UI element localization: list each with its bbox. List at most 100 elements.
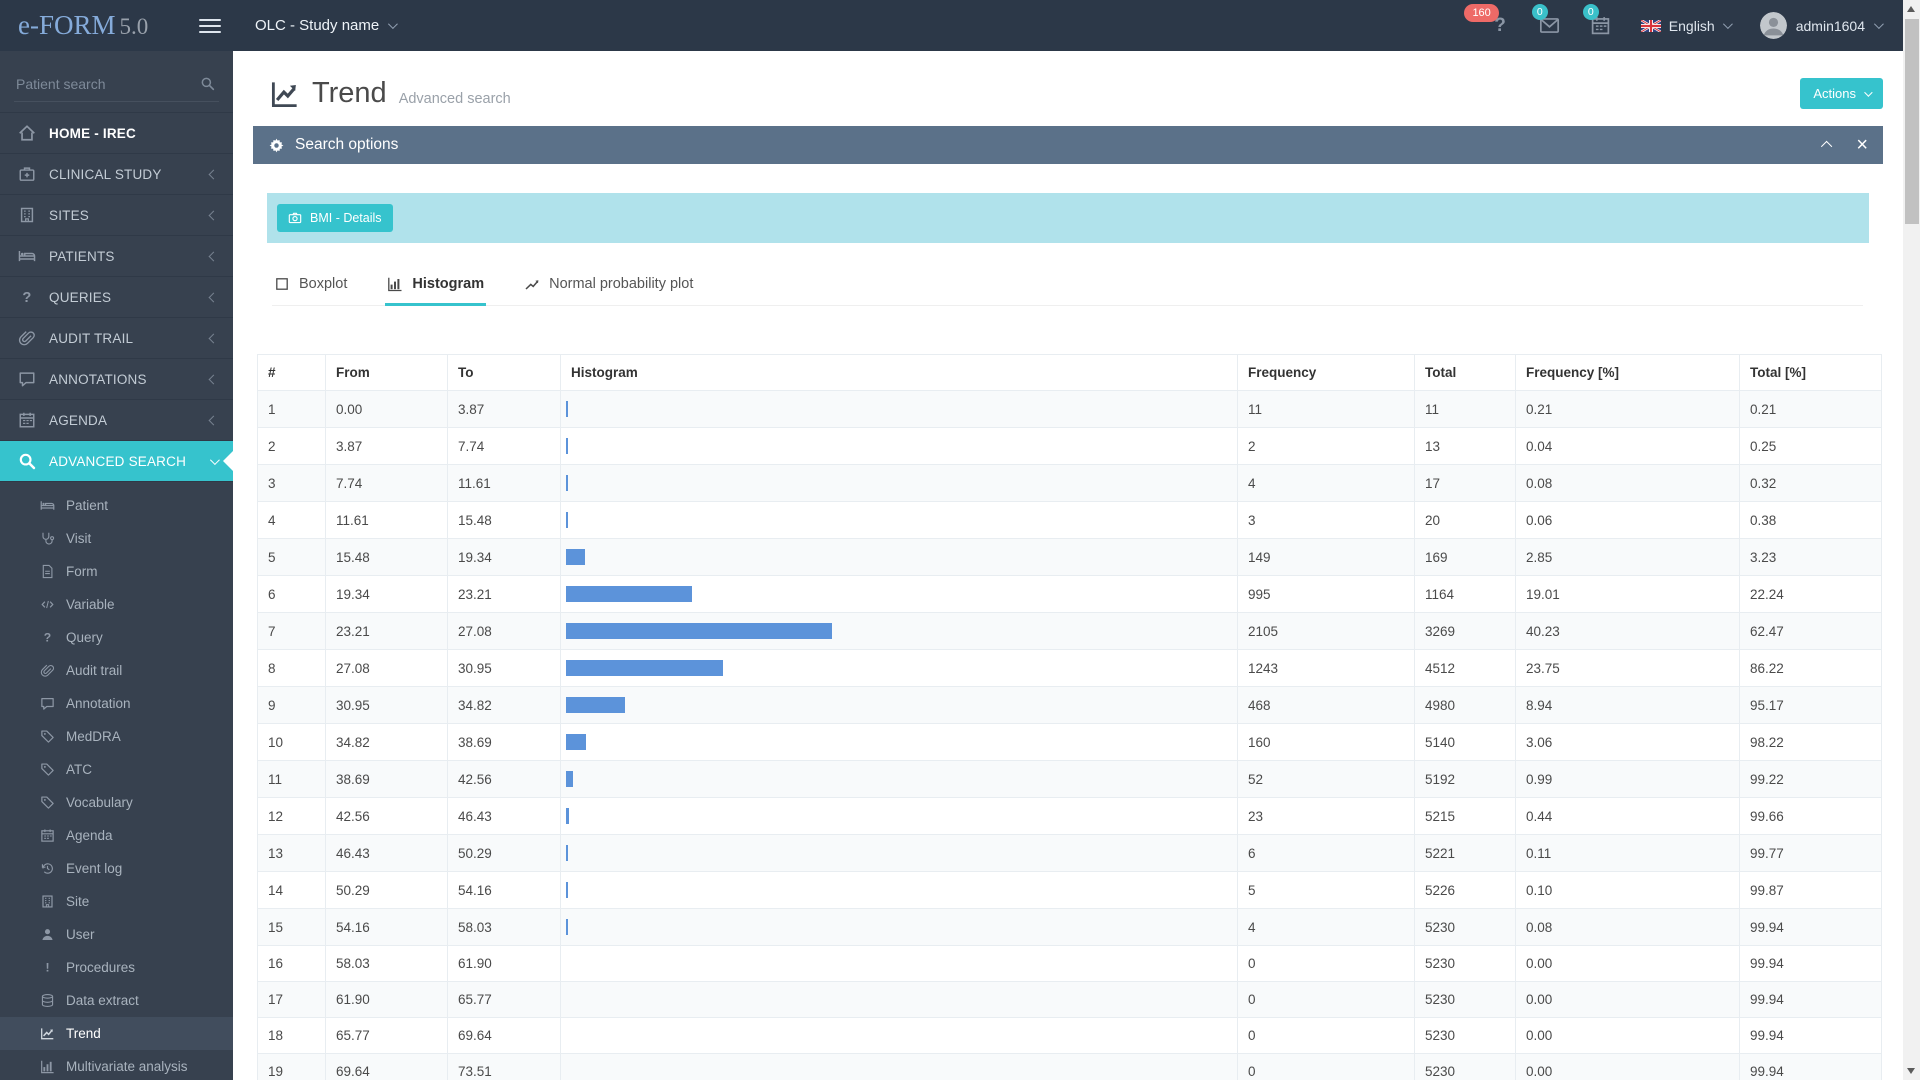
sidebar-item-home-irec[interactable]: HOME - IREC: [0, 112, 233, 153]
cell-histogram: [560, 538, 1238, 576]
cell-total: 1164: [1414, 575, 1516, 613]
histogram-bar: [566, 734, 587, 750]
patient-search-input[interactable]: [14, 67, 219, 101]
cell-from: 3.87: [325, 427, 448, 465]
sidebar-item-sites[interactable]: SITES: [0, 194, 233, 235]
cell-total: 5230: [1414, 945, 1516, 982]
messages-menu[interactable]: 0: [1531, 4, 1560, 36]
sidebar-subitem-visit[interactable]: Visit: [0, 522, 233, 555]
cell-frequency-pct: 0.99: [1515, 760, 1740, 798]
sidebar-subitem-label: Site: [66, 894, 90, 909]
sidebar-subitem-trend[interactable]: Trend: [0, 1017, 233, 1050]
cell-to: 34.82: [447, 686, 561, 724]
sidebar-subitem-label: Visit: [66, 531, 92, 546]
agenda-menu[interactable]: 0: [1582, 4, 1611, 36]
sidebar: HOME - IREC CLINICAL STUDY SITES PATIENTS? Q…: [0, 51, 233, 1080]
sidebar-subitem-meddra[interactable]: MedDRA: [0, 720, 233, 753]
sidebar-subitem-agenda[interactable]: Agenda: [0, 819, 233, 852]
cell-histogram: [560, 871, 1238, 909]
scroll-up-icon[interactable]: [1907, 6, 1915, 12]
sidebar-subitem-annotation[interactable]: Annotation: [0, 687, 233, 720]
cell-from: 23.21: [325, 612, 448, 650]
table-row: 13 46.43 50.29 6 5221 0.11 99.77: [257, 834, 1882, 872]
actions-button[interactable]: Actions: [1800, 78, 1883, 109]
cell-total: 17: [1414, 464, 1516, 502]
sidebar-subitem-form[interactable]: Form: [0, 555, 233, 588]
sidebar-subitem-multivariate-analysis[interactable]: Multivariate analysis: [0, 1050, 233, 1080]
tab-boxplot[interactable]: Boxplot: [272, 270, 349, 305]
cell-histogram: [560, 1017, 1238, 1054]
cell-total-pct: 3.23: [1739, 538, 1882, 576]
bmi-details-button[interactable]: BMI - Details: [277, 204, 393, 232]
study-selector[interactable]: OLC - Study name: [255, 17, 399, 34]
sidebar-subitem-patient[interactable]: Patient: [0, 489, 233, 522]
uk-flag-icon: [1640, 19, 1661, 32]
sidebar-subitem-data-extract[interactable]: Data extract: [0, 984, 233, 1017]
main-content: Trend Advanced search Actions Search opt…: [233, 51, 1903, 1080]
cell-n: 13: [257, 834, 326, 872]
sidebar-toggle-icon[interactable]: [199, 15, 221, 37]
cell-total: 11: [1414, 390, 1516, 428]
collapse-icon[interactable]: [1821, 140, 1833, 153]
top-navbar: e-FORM 5.0 OLC - Study name ? 160 0 0 Eng…: [0, 0, 1903, 51]
sidebar-subitem-user[interactable]: User: [0, 918, 233, 951]
search-icon[interactable]: [200, 76, 215, 91]
close-icon[interactable]: ×: [1856, 134, 1868, 156]
page-subtitle: Advanced search: [398, 90, 511, 107]
cell-frequency-pct: 23.75: [1515, 649, 1740, 687]
cell-histogram: [560, 908, 1238, 946]
sidebar-item-audit-trail[interactable]: AUDIT TRAIL: [0, 317, 233, 358]
cell-frequency: 52: [1237, 760, 1415, 798]
table-row: 12 42.56 46.43 23 5215 0.44 99.66: [257, 797, 1882, 835]
histogram-bar: [566, 882, 568, 898]
sidebar-item-advanced-search[interactable]: ADVANCED SEARCH: [0, 440, 233, 481]
sidebar-subitem-label: Trend: [66, 1026, 101, 1041]
app-logo[interactable]: e-FORM 5.0: [0, 10, 185, 41]
help-menu[interactable]: ? 160: [1464, 3, 1509, 37]
exclamation-icon: !: [40, 960, 55, 975]
sidebar-subitem-site[interactable]: Site: [0, 885, 233, 918]
sidebar-item-clinical-study[interactable]: CLINICAL STUDY: [0, 153, 233, 194]
chevron-left-icon: [208, 415, 219, 425]
cell-from: 65.77: [325, 1017, 448, 1054]
cell-n: 4: [257, 501, 326, 539]
tab-histogram[interactable]: Histogram: [385, 270, 486, 306]
cell-n: 2: [257, 427, 326, 465]
cell-total-pct: 99.22: [1739, 760, 1882, 798]
language-selector[interactable]: English: [1640, 18, 1733, 34]
table-row: 4 11.61 15.48 3 20 0.06 0.38: [257, 501, 1882, 539]
sidebar-item-label: AUDIT TRAIL: [49, 330, 134, 346]
scrollbar-thumb[interactable]: [1904, 19, 1919, 224]
cell-frequency: 468: [1237, 686, 1415, 724]
sidebar-item-annotations[interactable]: ANNOTATIONS: [0, 358, 233, 399]
cell-frequency: 0: [1237, 1017, 1415, 1054]
user-menu[interactable]: admin1604: [1759, 12, 1884, 39]
cell-frequency: 160: [1237, 723, 1415, 761]
sidebar-item-patients[interactable]: PATIENTS: [0, 235, 233, 276]
sidebar-subitem-variable[interactable]: Variable: [0, 588, 233, 621]
variable-strip: BMI - Details: [267, 193, 1869, 243]
page-title: Trend: [312, 77, 387, 109]
sidebar-subitem-procedures[interactable]: ! Procedures: [0, 951, 233, 984]
scroll-down-icon[interactable]: [1907, 1068, 1915, 1074]
question-icon: ?: [18, 288, 36, 306]
cell-total-pct: 99.77: [1739, 834, 1882, 872]
sidebar-item-queries[interactable]: ? QUERIES: [0, 276, 233, 317]
col-header-total-pct: Total [%]: [1739, 354, 1882, 391]
sidebar-subitem-atc[interactable]: ATC: [0, 753, 233, 786]
sidebar-subitem-event-log[interactable]: Event log: [0, 852, 233, 885]
col-header-to: To: [447, 354, 561, 391]
page-scrollbar[interactable]: [1903, 0, 1920, 1080]
paperclip-icon: [18, 329, 36, 347]
tab-label: Histogram: [412, 276, 485, 292]
cell-histogram: [560, 797, 1238, 835]
sidebar-subitem-query[interactable]: ? Query: [0, 621, 233, 654]
histogram-bar: [566, 438, 568, 454]
sidebar-item-agenda[interactable]: AGENDA: [0, 399, 233, 440]
tab-normal-probability-plot[interactable]: Normal probability plot: [522, 270, 695, 305]
cell-histogram: [560, 575, 1238, 613]
histogram-table-wrap: # From To Histogram Frequency Total Freq…: [257, 354, 1883, 1080]
sidebar-subitem-audit-trail[interactable]: Audit trail: [0, 654, 233, 687]
sidebar-subitem-vocabulary[interactable]: Vocabulary: [0, 786, 233, 819]
table-row: 3 7.74 11.61 4 17 0.08 0.32: [257, 464, 1882, 502]
